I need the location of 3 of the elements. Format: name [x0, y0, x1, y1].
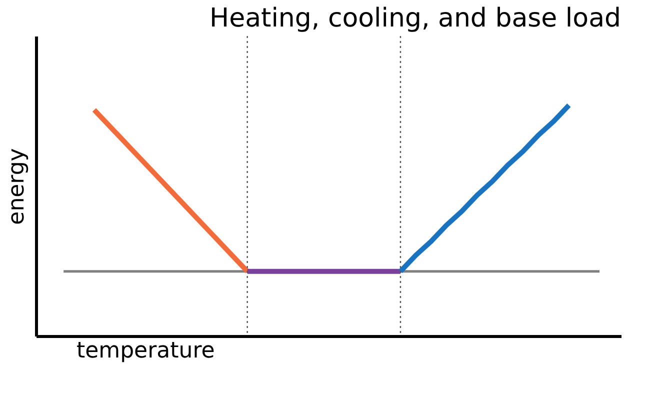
x-axis-title: temperature	[76, 338, 215, 364]
chart-title: Heating, cooling, and base load	[210, 3, 621, 34]
y-axis-title: energy	[4, 148, 30, 225]
